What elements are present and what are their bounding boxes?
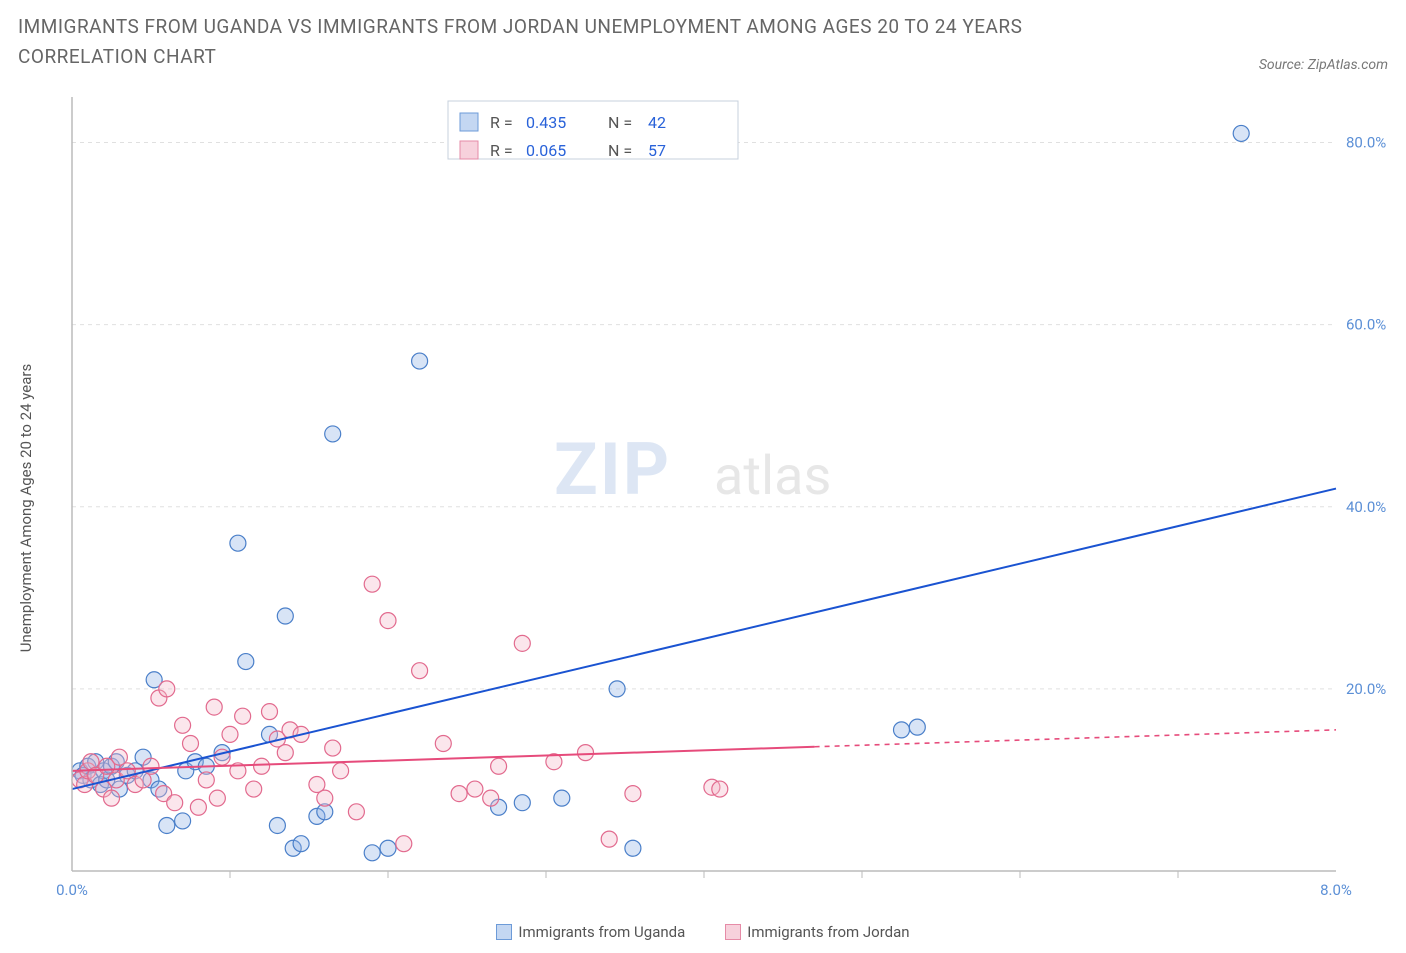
scatter-point [894,722,910,738]
scatter-point [712,781,728,797]
scatter-point [325,740,341,756]
legend-swatch [496,924,512,940]
scatter-point [190,799,206,815]
scatter-point [364,845,380,861]
source-attribution: Source: ZipAtlas.com [1259,57,1388,73]
scatter-point [317,790,333,806]
y-tick-label: 20.0% [1346,680,1386,698]
scatter-point [514,635,530,651]
scatter-point [435,735,451,751]
scatter-point [325,426,341,442]
scatter-point [909,719,925,735]
trend-line [72,488,1336,788]
scatter-point [277,744,293,760]
y-tick-label: 40.0% [1346,498,1386,516]
bottom-legend: Immigrants from Uganda Immigrants from Jo… [18,923,1388,941]
scatter-point [412,662,428,678]
scatter-point [380,612,396,628]
legend-item: Immigrants from Uganda [496,923,685,941]
legend-r-label: R = [490,141,513,160]
scatter-point [625,840,641,856]
trend-line-extrapolated [815,730,1336,747]
x-tick-label: 0.0% [56,881,88,899]
y-tick-label: 80.0% [1346,133,1386,151]
scatter-point [175,717,191,733]
scatter-point [262,703,278,719]
scatter-point [380,840,396,856]
scatter-point [206,699,222,715]
scatter-point [246,781,262,797]
scatter-point [269,817,285,833]
scatter-point [491,758,507,774]
scatter-point [578,744,594,760]
scatter-point [222,726,238,742]
legend-n-label: N = [608,113,632,132]
scatter-point [333,763,349,779]
scatter-point [159,817,175,833]
scatter-point [396,835,412,851]
scatter-point [209,790,225,806]
scatter-chart: 20.0% 40.0% 60.0% 80.0% ZIP atlas 0.0% 8.0% R = 0… [18,79,1388,919]
legend-n-value: 57 [648,141,666,160]
scatter-point [364,576,380,592]
scatter-point [238,653,254,669]
scatter-point [412,353,428,369]
scatter-point [467,781,483,797]
x-tick-label: 8.0% [1320,881,1352,899]
scatter-point [451,785,467,801]
y-axis-label: Unemployment Among Ages 20 to 24 years [17,364,35,652]
scatter-point [167,794,183,810]
watermark: ZIP [554,427,671,512]
scatter-point [483,790,499,806]
scatter-point [1233,125,1249,141]
scatter-point [183,735,199,751]
chart-title: IMMIGRANTS FROM UGANDA VS IMMIGRANTS FRO… [18,12,1118,73]
legend-r-label: R = [490,113,513,132]
legend-n-value: 42 [648,113,666,132]
scatter-point [235,708,251,724]
scatter-point [230,535,246,551]
legend-swatch [460,113,478,131]
scatter-point [104,790,120,806]
scatter-point [254,758,270,774]
scatter-point [175,813,191,829]
scatter-point [601,831,617,847]
scatter-point [514,794,530,810]
legend-label: Immigrants from Jordan [747,923,909,941]
scatter-point [625,785,641,801]
scatter-point [609,681,625,697]
legend-swatch [725,924,741,940]
scatter-point [348,804,364,820]
header-row: IMMIGRANTS FROM UGANDA VS IMMIGRANTS FRO… [18,12,1388,73]
scatter-point [277,608,293,624]
legend-item: Immigrants from Jordan [725,923,909,941]
scatter-point [554,790,570,806]
legend-label: Immigrants from Uganda [518,923,685,941]
y-tick-label: 60.0% [1346,315,1386,333]
legend-n-label: N = [608,141,632,160]
scatter-point [159,681,175,697]
legend-swatch [460,141,478,159]
scatter-point [198,772,214,788]
scatter-point [293,835,309,851]
watermark: atlas [714,445,831,508]
legend-r-value: 0.065 [526,141,566,160]
chart-container: Unemployment Among Ages 20 to 24 years 2… [18,79,1388,919]
legend-r-value: 0.435 [526,113,566,132]
